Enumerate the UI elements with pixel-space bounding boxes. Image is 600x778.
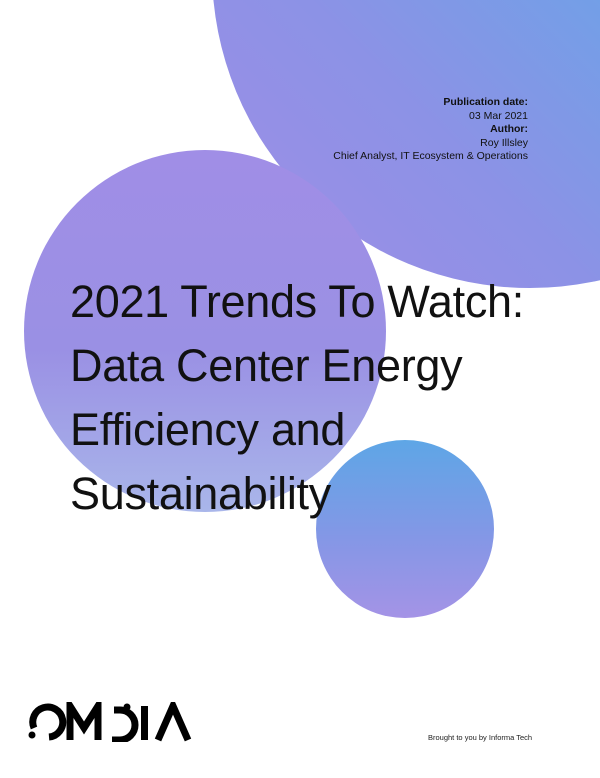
publication-date: 03 Mar 2021: [469, 109, 528, 122]
author-title: Chief Analyst, IT Ecosystem & Operations: [333, 150, 528, 162]
publication-meta: Publication date: 03 Mar 2021 Author: Ro…: [333, 96, 528, 164]
brought-by-text: Brought to you by Informa Tech: [428, 733, 533, 742]
title-line: Data Center Energy: [70, 340, 463, 391]
document-title: 2021 Trends To Watch: Data Center Energy…: [70, 270, 570, 526]
title-line: 2021 Trends To Watch:: [70, 276, 524, 327]
omdia-logo: [28, 702, 192, 742]
title-line: Efficiency and: [70, 404, 346, 455]
author-label: Author:: [490, 123, 528, 135]
publication-date-label: Publication date:: [443, 96, 528, 108]
decorative-circle-left: [24, 150, 386, 512]
decorative-circle-large: [213, 0, 600, 288]
author-name: Roy Illsley: [480, 136, 528, 149]
title-line: Sustainability: [70, 468, 331, 519]
decorative-circle-small: [316, 440, 494, 618]
